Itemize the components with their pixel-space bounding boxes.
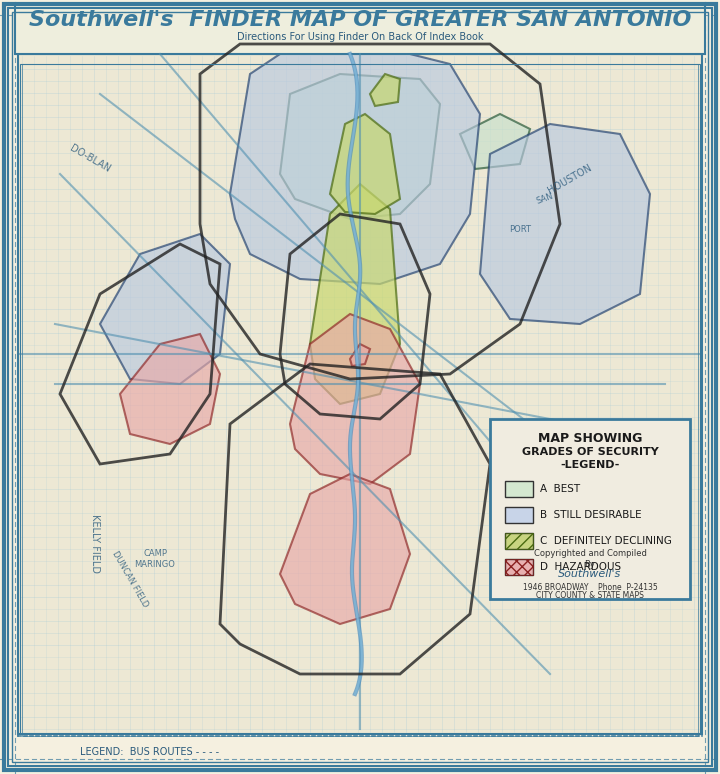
Text: HOUSTON: HOUSTON [546, 163, 594, 196]
Bar [505, 507, 533, 523]
Text: Southwell's  FINDER MAP OF GREATER SAN ANTONIO: Southwell's FINDER MAP OF GREATER SAN AN… [29, 10, 691, 30]
Text: LEGEND:  BUS ROUTES - - - -: LEGEND: BUS ROUTES - - - - [80, 747, 219, 757]
Polygon shape [120, 334, 220, 444]
Polygon shape [330, 114, 400, 214]
Polygon shape [290, 314, 420, 484]
Text: 1946 BROADWAY    Phone  P-24135: 1946 BROADWAY Phone P-24135 [523, 583, 657, 591]
Text: B  STILL DESIRABLE: B STILL DESIRABLE [540, 510, 642, 520]
Text: SAN: SAN [535, 192, 555, 206]
Text: D  HAZARDOUS: D HAZARDOUS [540, 562, 621, 572]
Text: GRADES OF SECURITY: GRADES OF SECURITY [521, 447, 658, 457]
Bar [505, 533, 533, 549]
Polygon shape [370, 74, 400, 106]
Polygon shape [310, 184, 400, 404]
Polygon shape [100, 234, 230, 384]
Text: PORT: PORT [509, 224, 531, 234]
Text: KELLY FIELD: KELLY FIELD [90, 515, 100, 574]
Bar [490, 419, 690, 599]
Bar [505, 559, 533, 575]
Text: CAMP
MARINGO: CAMP MARINGO [135, 550, 176, 569]
Text: A  BEST: A BEST [540, 484, 580, 494]
Polygon shape [460, 114, 530, 169]
Bar [505, 533, 533, 549]
Text: Directions For Using Finder On Back Of Index Book: Directions For Using Finder On Back Of I… [237, 32, 483, 42]
Polygon shape [230, 49, 480, 284]
Polygon shape [350, 344, 370, 366]
Polygon shape [480, 124, 650, 324]
Bar [22, 64, 698, 736]
Polygon shape [280, 74, 440, 219]
Bar [505, 481, 533, 497]
Bar [15, 4, 705, 54]
Text: C  DEFINITELY DECLINING: C DEFINITELY DECLINING [540, 536, 672, 546]
Text: CITY COUNTY & STATE MAPS: CITY COUNTY & STATE MAPS [536, 591, 644, 601]
Text: -LEGEND-: -LEGEND- [560, 460, 620, 470]
Polygon shape [280, 474, 410, 624]
Text: MAP SHOWING: MAP SHOWING [538, 433, 642, 446]
Text: DUNCAN FIELD: DUNCAN FIELD [110, 550, 150, 608]
Text: Copyrighted and Compiled
By: Copyrighted and Compiled By [534, 550, 647, 569]
Text: DO-BLAN: DO-BLAN [68, 143, 112, 175]
Bar [20, 64, 700, 734]
Text: Southwell's: Southwell's [559, 569, 621, 579]
Bar [18, 54, 702, 734]
Bar [505, 559, 533, 575]
